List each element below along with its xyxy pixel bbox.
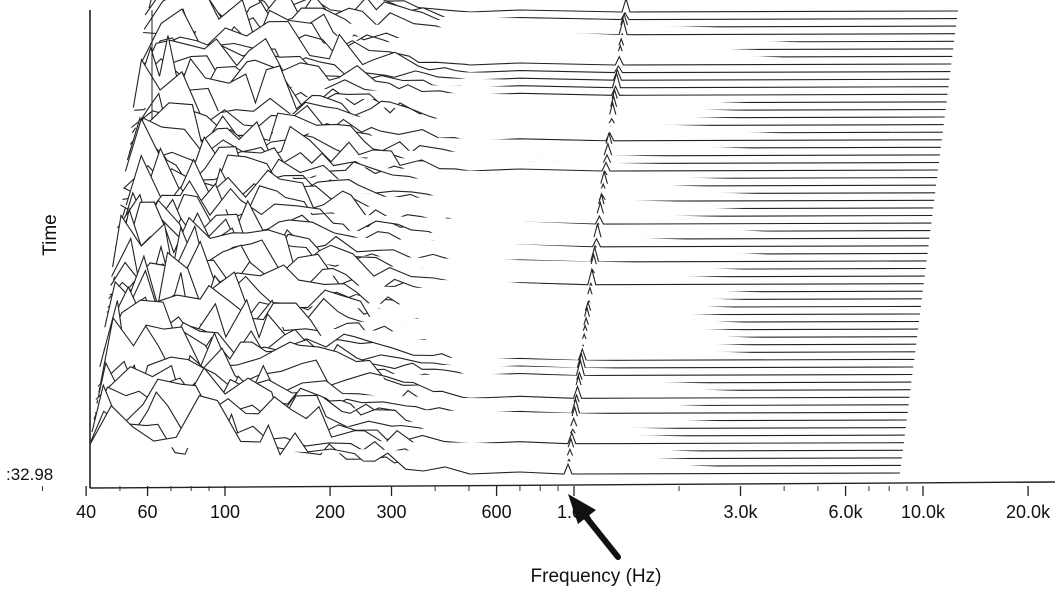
x-tick-label: 3.0k bbox=[723, 502, 758, 522]
x-tick-label: 100 bbox=[210, 502, 240, 522]
y-axis-label: Time bbox=[40, 214, 61, 256]
x-tick-label: 40 bbox=[76, 502, 96, 522]
x-tick-label: 10.0k bbox=[901, 502, 946, 522]
x-tick-label: 20.0k bbox=[1006, 502, 1051, 522]
x-tick-label: 200 bbox=[315, 502, 345, 522]
x-tick-label: 600 bbox=[482, 502, 512, 522]
spectrum-trace bbox=[284, 0, 959, 13]
spectrum-trace bbox=[128, 102, 939, 172]
spectrum-trace bbox=[99, 300, 910, 399]
y-corner-label: :32.98 bbox=[6, 465, 53, 484]
axes bbox=[89, 10, 1056, 489]
spectrum-traces bbox=[89, 0, 959, 475]
x-axis-ticks bbox=[42, 486, 1029, 496]
annotation-arrow bbox=[568, 494, 621, 560]
x-tick-label: 6.0k bbox=[829, 502, 864, 522]
spectrum-trace bbox=[89, 395, 901, 475]
x-tick-label: 60 bbox=[138, 502, 158, 522]
x-axis-line bbox=[89, 481, 1056, 489]
spectrum-trace bbox=[141, 8, 951, 74]
x-tick-label: 300 bbox=[376, 502, 406, 522]
x-axis-label: Frequency (Hz) bbox=[531, 566, 662, 587]
